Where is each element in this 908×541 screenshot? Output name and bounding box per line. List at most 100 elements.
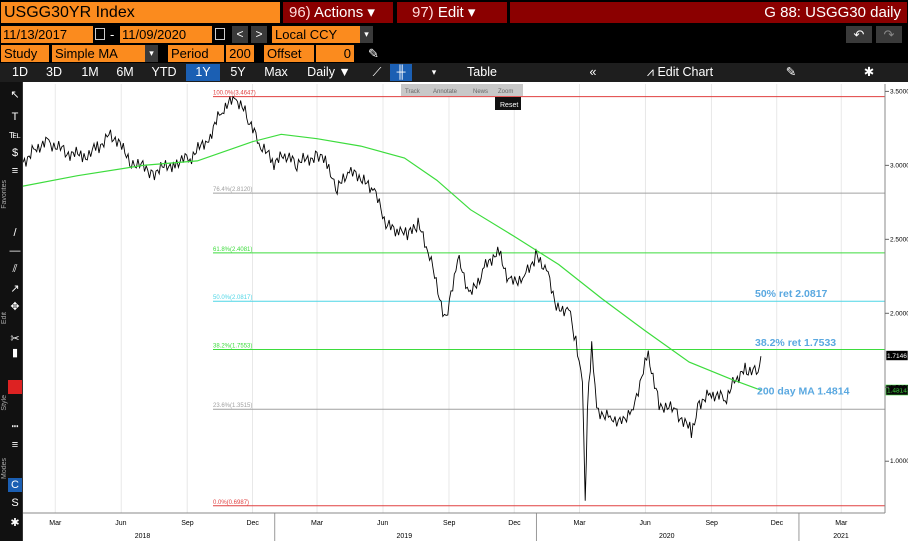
delete-icon[interactable]: ▮ bbox=[11, 347, 19, 359]
currency-dropdown-icon[interactable]: ▾ bbox=[360, 26, 373, 43]
cut-icon[interactable]: ✂ bbox=[10, 333, 20, 345]
fib-tool-icon[interactable]: ≡ bbox=[11, 165, 19, 177]
mode-settings-icon[interactable]: ✱ bbox=[10, 517, 20, 529]
x-tick-label: Dec bbox=[508, 520, 521, 527]
horizontal-line-icon[interactable]: — bbox=[9, 245, 21, 257]
fib-level-label: 76.4%(2.8120) bbox=[213, 187, 252, 193]
move-tool-icon[interactable]: ✥ bbox=[10, 301, 20, 313]
range-1d[interactable]: 1D bbox=[6, 64, 34, 81]
y-tick-label: 3.0000 bbox=[890, 162, 908, 169]
edit-label: Edit bbox=[1, 312, 8, 325]
end-calendar-icon[interactable] bbox=[215, 28, 225, 40]
range-3d[interactable]: 3D bbox=[40, 64, 68, 81]
range-ytd[interactable]: YTD bbox=[147, 64, 181, 81]
price-tool-icon[interactable]: $ bbox=[11, 147, 19, 159]
line-width-icon[interactable]: ≡ bbox=[11, 439, 19, 451]
edit-chart-icon: ⩘ bbox=[646, 65, 654, 79]
y-tick-label: 2.0000 bbox=[890, 310, 908, 317]
style-color-icon[interactable] bbox=[8, 380, 22, 394]
yield-chart[interactable]: 100.0%(3.4647) 76.4%(2.8120) 61.8%(2.4081)… bbox=[23, 82, 908, 541]
range-1y[interactable]: 1Y bbox=[186, 64, 220, 81]
ma-series-line bbox=[23, 133, 762, 391]
date-dash: - bbox=[110, 27, 115, 42]
study-label: Study bbox=[1, 45, 49, 62]
cursor-icon[interactable]: ↖ bbox=[10, 89, 20, 101]
end-date-field[interactable]: 11/09/2020 bbox=[120, 26, 212, 43]
mode-c-icon[interactable]: C bbox=[8, 478, 22, 492]
price-tag-label: 1.7146 bbox=[887, 353, 907, 360]
x-tick-label: Sep bbox=[443, 520, 456, 527]
zoom-track-button[interactable]: Track bbox=[405, 89, 421, 95]
currency-select[interactable]: Local CCY bbox=[272, 26, 360, 43]
channel-tool-icon[interactable]: ⫽ bbox=[12, 263, 18, 275]
text-tool-icon[interactable]: T bbox=[11, 111, 19, 123]
x-year-label: 2021 bbox=[833, 533, 849, 540]
chart-annotation: 50% ret 2.0817 bbox=[755, 288, 828, 300]
range-1m[interactable]: 1M bbox=[76, 64, 104, 81]
actions-menu[interactable]: 96) Actions ▾ bbox=[283, 2, 393, 23]
fib-level-label: 50.0%(2.0817) bbox=[213, 295, 252, 301]
zoom-annotate-button[interactable]: Annotate bbox=[433, 89, 458, 95]
x-tick-label: Jun bbox=[115, 520, 126, 527]
x-tick-label: Sep bbox=[181, 520, 194, 527]
range-max[interactable]: Max bbox=[258, 64, 294, 81]
line-chart-icon[interactable]: ⟋ bbox=[366, 64, 388, 81]
plot-background bbox=[23, 82, 908, 541]
chart-type-dropdown-icon[interactable]: ▾ bbox=[424, 64, 444, 81]
trend-line-icon[interactable]: / bbox=[13, 227, 17, 239]
chart-annotation: 200 day MA 1.4814 bbox=[757, 386, 850, 398]
bar-chart-icon[interactable]: ╫ bbox=[390, 64, 412, 81]
zoom-zoom-button[interactable]: Zoom bbox=[498, 89, 513, 95]
zoom-news-button[interactable]: News bbox=[473, 89, 488, 95]
x-year-label: 2019 bbox=[397, 533, 413, 540]
x-tick-label: Jun bbox=[377, 520, 388, 527]
price-series-line bbox=[23, 95, 762, 501]
style-label: Style bbox=[1, 395, 8, 411]
price-tag-label: 1.4814 bbox=[887, 388, 907, 395]
arrow-tool-icon[interactable]: ↗ bbox=[10, 283, 20, 295]
edit-menu[interactable]: 97) Edit ▾ bbox=[397, 2, 507, 23]
edit-number: 97) bbox=[412, 4, 434, 21]
frequency-select[interactable]: Daily ▼ bbox=[299, 64, 359, 81]
x-tick-label: Jun bbox=[639, 520, 650, 527]
ticker-field[interactable]: USGG30YR Index bbox=[1, 2, 280, 23]
start-calendar-icon[interactable] bbox=[95, 28, 105, 40]
undo-button[interactable]: ↶ bbox=[846, 26, 872, 43]
zoom-toolbar: Track Annotate News Zoom Reset bbox=[401, 84, 523, 110]
offset-input[interactable]: 0 bbox=[316, 45, 354, 62]
annotate-icon[interactable]: ✎ bbox=[780, 64, 802, 81]
x-tick-label: Dec bbox=[246, 520, 259, 527]
favorites-label: Favorites bbox=[1, 180, 8, 209]
study-select[interactable]: Simple MA bbox=[52, 45, 145, 62]
prev-period-button[interactable]: < bbox=[232, 26, 248, 43]
x-tick-label: Mar bbox=[573, 520, 586, 527]
left-tool-strip bbox=[0, 82, 23, 541]
chart-title-bar: G 88: USGG30 daily bbox=[510, 2, 907, 23]
x-tick-label: Dec bbox=[771, 520, 784, 527]
line-style-icon[interactable]: ┉ bbox=[11, 421, 19, 433]
mode-s-icon[interactable]: S bbox=[11, 497, 19, 509]
x-tick-label: Mar bbox=[835, 520, 848, 527]
redo-button[interactable]: ↷ bbox=[876, 26, 902, 43]
settings-gear-icon[interactable]: ✱ bbox=[858, 64, 880, 81]
actions-number: 96) bbox=[289, 4, 311, 21]
edit-chart-button[interactable]: ⩘ Edit Chart bbox=[630, 64, 730, 81]
range-6m[interactable]: 6M bbox=[111, 64, 139, 81]
annotation-tool-icon[interactable]: ℡ bbox=[9, 129, 21, 141]
x-tick-label: Mar bbox=[311, 520, 324, 527]
edit-label: Edit ▾ bbox=[437, 4, 476, 21]
price-tag-box bbox=[885, 350, 908, 361]
range-5y[interactable]: 5Y bbox=[224, 64, 252, 81]
x-year-label: 2020 bbox=[659, 533, 675, 540]
start-date-field[interactable]: 11/13/2017 bbox=[1, 26, 93, 43]
collapse-icon[interactable]: « bbox=[582, 64, 604, 81]
pencil-icon[interactable]: ✎ bbox=[368, 46, 379, 61]
y-tick-label: 1.5000 bbox=[890, 384, 908, 391]
fib-level-label: 23.6%(1.3515) bbox=[213, 403, 252, 409]
period-input[interactable]: 200 bbox=[226, 45, 254, 62]
table-button[interactable]: Table bbox=[452, 64, 512, 81]
next-period-button[interactable]: > bbox=[251, 26, 267, 43]
fib-level-label: 100.0%(3.4647) bbox=[213, 91, 256, 97]
study-dropdown-icon[interactable]: ▾ bbox=[145, 45, 158, 62]
zoom-reset-button[interactable]: Reset bbox=[500, 102, 518, 109]
